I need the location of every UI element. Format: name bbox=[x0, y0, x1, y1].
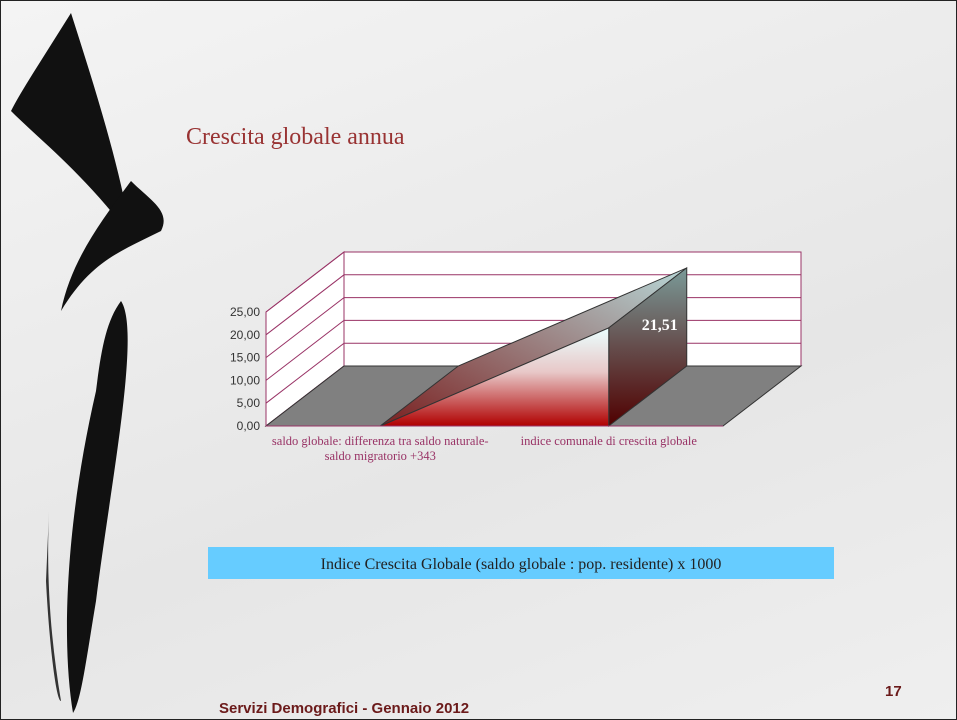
decoration bbox=[11, 13, 164, 713]
plot-area: 0,00 5,00 10,00 15,00 20,00 25,00 21,51 bbox=[230, 250, 803, 433]
x-tick-label: indice comunale di crescita globale bbox=[520, 434, 697, 448]
footer: Servizi Demografici - Gennaio 2012 bbox=[219, 700, 469, 717]
y-tick-label: 20,00 bbox=[230, 328, 260, 342]
y-tick-label: 0,00 bbox=[237, 419, 261, 433]
y-tick-label: 5,00 bbox=[237, 396, 261, 410]
y-tick-label: 15,00 bbox=[230, 351, 260, 365]
y-tick-label: 10,00 bbox=[230, 373, 260, 387]
chart-title: Crescita globale annua bbox=[186, 124, 405, 150]
formula: Indice Crescita Globale (saldo globale :… bbox=[321, 556, 722, 573]
data-label: 21,51 bbox=[642, 317, 678, 334]
grid-line bbox=[265, 274, 801, 336]
page-number: 17 bbox=[885, 683, 902, 700]
x-tick-label: saldo globale: differenza tra saldo natu… bbox=[271, 434, 489, 463]
y-tick-label: 25,00 bbox=[230, 305, 260, 319]
grid-line bbox=[265, 251, 801, 313]
formula-box bbox=[208, 547, 834, 579]
